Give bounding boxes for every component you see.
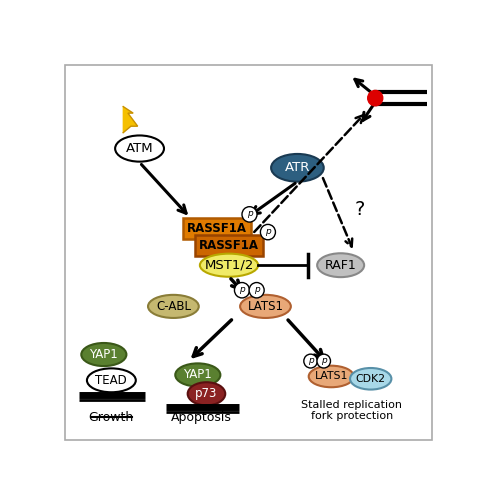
Ellipse shape bbox=[175, 364, 220, 386]
Text: LATS1: LATS1 bbox=[314, 372, 347, 382]
Text: LATS1: LATS1 bbox=[247, 300, 283, 313]
Text: ATR: ATR bbox=[284, 162, 309, 174]
Circle shape bbox=[260, 224, 275, 240]
Text: TEAD: TEAD bbox=[95, 374, 127, 387]
Text: RASSF1A: RASSF1A bbox=[198, 239, 258, 252]
Text: RAF1: RAF1 bbox=[324, 258, 356, 272]
Polygon shape bbox=[122, 106, 137, 133]
Ellipse shape bbox=[349, 368, 391, 390]
FancyBboxPatch shape bbox=[182, 218, 250, 240]
Text: CDK2: CDK2 bbox=[355, 374, 385, 384]
Text: YAP1: YAP1 bbox=[89, 348, 118, 361]
Text: Stalled replication
fork protection: Stalled replication fork protection bbox=[301, 400, 402, 421]
Circle shape bbox=[234, 282, 249, 298]
Text: YAP1: YAP1 bbox=[183, 368, 212, 382]
Text: p73: p73 bbox=[195, 388, 217, 400]
Text: RASSF1A: RASSF1A bbox=[186, 222, 246, 235]
Text: MST1/2: MST1/2 bbox=[204, 258, 253, 272]
Circle shape bbox=[249, 282, 264, 298]
Circle shape bbox=[303, 354, 317, 368]
Ellipse shape bbox=[81, 343, 126, 366]
Ellipse shape bbox=[199, 254, 257, 277]
Ellipse shape bbox=[87, 368, 136, 392]
Circle shape bbox=[242, 206, 257, 222]
Ellipse shape bbox=[240, 295, 290, 318]
Text: C-ABL: C-ABL bbox=[155, 300, 191, 313]
Ellipse shape bbox=[115, 136, 164, 162]
Text: p: p bbox=[246, 209, 252, 218]
Circle shape bbox=[367, 90, 382, 106]
Text: Growth: Growth bbox=[89, 411, 134, 424]
Text: p: p bbox=[264, 227, 270, 236]
Ellipse shape bbox=[308, 366, 353, 387]
Ellipse shape bbox=[148, 295, 198, 318]
Text: p: p bbox=[253, 285, 259, 294]
Text: p: p bbox=[239, 285, 244, 294]
Text: p: p bbox=[307, 356, 313, 365]
Text: ?: ? bbox=[353, 200, 364, 219]
Circle shape bbox=[317, 354, 330, 368]
FancyBboxPatch shape bbox=[195, 235, 262, 256]
Text: Apoptosis: Apoptosis bbox=[171, 411, 231, 424]
Ellipse shape bbox=[317, 254, 363, 277]
Text: p: p bbox=[320, 356, 326, 365]
Text: ATM: ATM bbox=[125, 142, 153, 155]
Ellipse shape bbox=[187, 382, 225, 406]
Ellipse shape bbox=[271, 154, 323, 182]
